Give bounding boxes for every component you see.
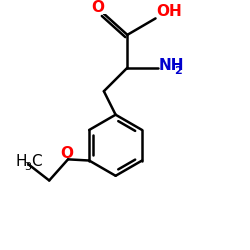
Text: H: H [16,154,27,169]
Text: OH: OH [157,4,182,19]
Text: O: O [92,0,104,15]
Text: 3: 3 [24,162,32,172]
Text: O: O [60,146,73,161]
Text: NH: NH [159,58,184,73]
Text: C: C [31,154,42,169]
Text: 2: 2 [174,66,182,76]
